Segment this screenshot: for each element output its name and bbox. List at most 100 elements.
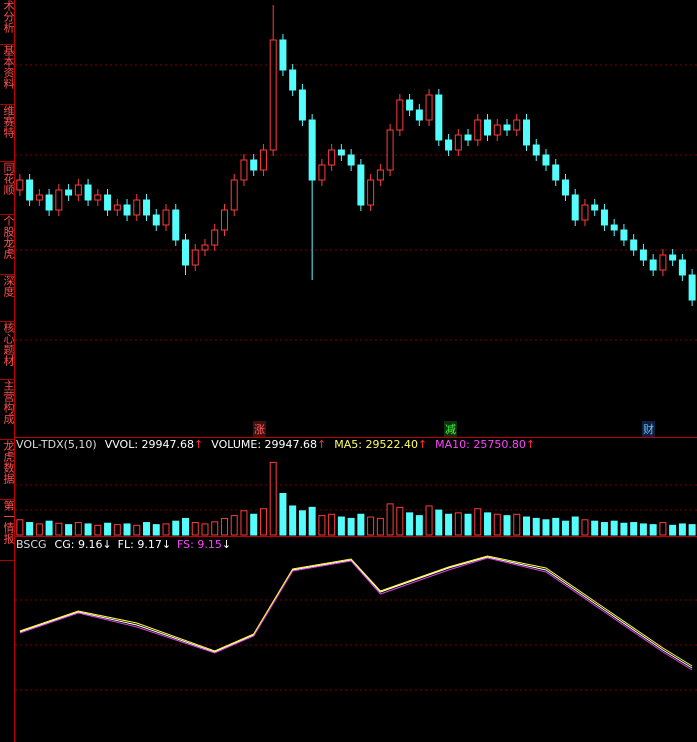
volume-bar	[513, 513, 521, 536]
candle-body	[464, 134, 472, 141]
grid	[15, 64, 697, 691]
volume-bar	[376, 517, 384, 536]
sidebar-tab: 基本资料	[0, 45, 14, 105]
candle-body	[94, 194, 102, 201]
readout: MA5: 29522.40↑	[334, 438, 427, 451]
marker[interactable]: 涨	[253, 421, 266, 437]
volume-bar	[269, 461, 277, 536]
volume-bar	[113, 524, 121, 536]
volume-bar	[35, 523, 43, 536]
candle-body	[493, 124, 501, 136]
trend-arrow: ↑	[417, 438, 428, 451]
trend-arrow: ↓	[102, 538, 112, 551]
readout-value: VVOL: 29947.68	[104, 438, 195, 451]
candle-body	[435, 94, 443, 141]
volume-bar	[425, 505, 433, 536]
candle-body	[45, 194, 53, 211]
candle-body	[415, 109, 423, 121]
volume-bar	[503, 515, 511, 536]
candle-body	[113, 204, 121, 211]
candle-body	[230, 179, 238, 211]
candle-body	[454, 134, 462, 151]
readouts: CG: 9.16↓ FL: 9.17↓ FS: 9.15↓	[55, 538, 232, 551]
indicator-header: BSCG CG: 9.16↓ FL: 9.17↓ FS: 9.15↓	[16, 538, 231, 551]
candle-body	[669, 254, 677, 261]
sidebar-tab: 同花顺	[0, 162, 14, 215]
trend-arrow: ↑	[525, 438, 536, 451]
trend-arrow: ↓	[221, 538, 232, 551]
candle-body	[152, 214, 160, 226]
candle-body	[211, 229, 219, 246]
volume-bar	[542, 519, 550, 536]
sidebar-tab: 龙虎数据	[0, 440, 14, 500]
candle-body	[133, 199, 141, 216]
sidebar-tab: 术分析	[0, 0, 14, 45]
volume-bar	[308, 506, 316, 536]
volume-bar	[406, 512, 414, 536]
sidebar-tab: 维赛特10	[0, 105, 14, 162]
readout-value: MA5: 29522.40	[334, 438, 418, 451]
volume-bar	[289, 505, 297, 536]
volume-bar	[162, 523, 170, 536]
candle-body	[259, 149, 267, 171]
candle-body	[620, 229, 628, 241]
candle-body	[26, 179, 34, 201]
readout-value: FS: 9.15	[177, 538, 222, 551]
candle-body	[649, 259, 657, 271]
candle-body	[552, 164, 560, 181]
marker[interactable]: 财	[642, 421, 655, 437]
panel-borders	[14, 0, 697, 742]
candle-body	[35, 194, 43, 201]
readout: FL: 9.17↓	[118, 538, 171, 551]
volume-bar	[201, 523, 209, 536]
candle-body	[162, 209, 170, 226]
volume-bar	[318, 515, 326, 536]
candle-body	[55, 189, 63, 211]
volume-bar	[688, 524, 696, 536]
volume-bar	[464, 513, 472, 536]
marker[interactable]: 减	[444, 421, 457, 437]
candle-body	[289, 69, 297, 91]
trend-arrow: ↓	[161, 538, 172, 551]
candle-body	[269, 39, 277, 151]
volume-bar	[445, 513, 453, 536]
volume-bar	[211, 521, 219, 536]
volume-bar	[65, 524, 73, 536]
volume-bar	[250, 513, 258, 536]
volume-bar	[552, 517, 560, 536]
volume-bar	[620, 522, 628, 536]
candle-body	[474, 119, 482, 141]
candle-body	[376, 169, 384, 181]
candle-body	[542, 154, 550, 166]
candle-body	[123, 204, 131, 216]
sidebar-tab: 主营构成	[0, 380, 14, 440]
readout: MA10: 25750.80↑	[435, 438, 535, 451]
volume-bar	[26, 522, 34, 536]
candle-body	[240, 159, 248, 181]
candle-body	[84, 184, 92, 201]
trend-arrow: ↑	[317, 438, 327, 451]
candle-body	[298, 89, 306, 121]
volume-bar	[474, 508, 482, 536]
sidebar-tab: 个股龙虎	[0, 215, 14, 275]
volume-bar	[435, 509, 443, 536]
volume-bar	[143, 522, 151, 536]
readout-value: CG: 9.16	[54, 538, 103, 551]
volume-bar	[298, 510, 306, 536]
candle-body	[74, 184, 82, 196]
indicator-title: BSCG	[16, 538, 47, 551]
candle-body	[591, 204, 599, 211]
volume-bar	[415, 515, 423, 536]
volume-bar	[454, 512, 462, 536]
volume-bar	[16, 519, 24, 536]
volume-bar	[94, 524, 102, 536]
sidebar-tab: 深度F9	[0, 275, 14, 322]
candle-body	[610, 224, 618, 231]
volume-bar	[240, 510, 248, 536]
candle-body	[503, 124, 511, 131]
volume-bar	[84, 523, 92, 536]
volume-bar	[659, 522, 667, 536]
volume-bar	[571, 516, 579, 536]
volume-bar	[347, 517, 355, 536]
